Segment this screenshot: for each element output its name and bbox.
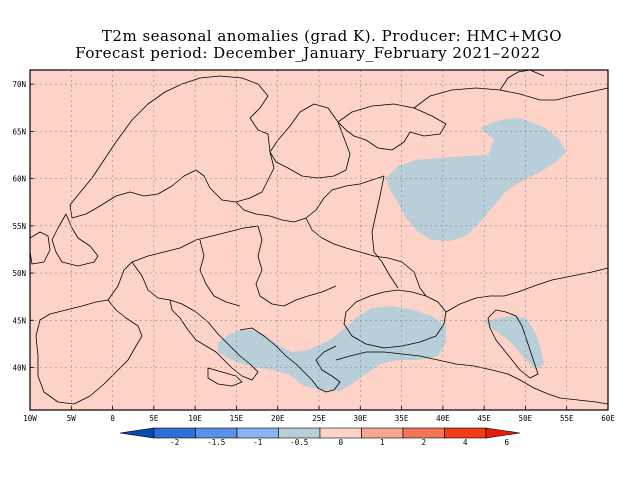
lon-tick-label: 45E: [477, 414, 491, 423]
anomaly-region-northwest-russia: [386, 118, 566, 241]
lon-tick-label: 30E: [354, 414, 368, 423]
legend-color-swatch: [119, 427, 155, 439]
anomaly-regions: [218, 118, 566, 391]
legend-label: 2: [421, 438, 426, 447]
lon-tick-label: 5E: [149, 414, 159, 423]
legend-label: 6: [504, 438, 509, 447]
coastlines-and-borders: [29, 69, 609, 405]
lat-tick-label: 45N: [12, 316, 26, 325]
legend-color-swatch: [319, 427, 362, 439]
lat-tick-label: 55N: [12, 222, 26, 231]
legend-color-swatch: [195, 427, 238, 439]
anomaly-region-caspian: [484, 316, 544, 370]
lat-tick-label: 65N: [12, 127, 26, 136]
legend-color-swatch: [236, 427, 279, 439]
legend-color-swatch: [361, 427, 404, 439]
legend-color-swatch: [402, 427, 445, 439]
legend-color-swatch: [278, 427, 321, 439]
lon-tick-label: 25E: [312, 414, 326, 423]
anomaly-region-balkans-black-sea: [218, 306, 446, 391]
lon-tick-label: 10W: [23, 414, 37, 423]
legend-label: 1: [380, 438, 385, 447]
lat-tick-label: 40N: [12, 364, 26, 373]
legend-label: -1: [253, 438, 262, 447]
color-legend: -2 -1.5 -1 -0.5 0 1 2 4 6: [119, 427, 521, 447]
legend-label: -1.5: [207, 438, 225, 447]
lon-tick-label: 20E: [271, 414, 285, 423]
lon-tick-label: 40E: [436, 414, 450, 423]
lon-tick-label: 0: [110, 414, 115, 423]
lon-tick-label: 60E: [601, 414, 615, 423]
map-title-line1: T2m seasonal anomalies (grad K). Produce…: [101, 27, 563, 45]
latitude-ticks: 70N 65N 60N 55N 50N 45N 40N: [12, 80, 34, 373]
map-title-line2: Forecast period: December_January_Februa…: [75, 44, 541, 62]
legend-label: -0.5: [290, 438, 308, 447]
lon-tick-label: 10E: [188, 414, 202, 423]
lat-tick-label: 50N: [12, 269, 26, 278]
legend-color-swatch: [153, 427, 196, 439]
lat-tick-label: 60N: [12, 175, 26, 184]
lon-tick-label: 50E: [519, 414, 533, 423]
legend-color-swatch: [444, 427, 487, 439]
legend-label: 0: [338, 438, 343, 447]
lat-tick-label: 70N: [12, 80, 26, 89]
lon-tick-label: 55E: [560, 414, 574, 423]
legend-color-swatch: [485, 427, 521, 439]
lon-tick-label: 5W: [67, 414, 77, 423]
legend-label: -2: [170, 438, 179, 447]
lon-tick-label: 35E: [395, 414, 409, 423]
longitude-ticks: 10W 5W 0 5E 10E 15E 20E 25E 30E 35E 40E 45E 50E 55E 60…: [23, 406, 615, 423]
lon-tick-label: 15E: [230, 414, 244, 423]
map-graticule: [30, 70, 608, 410]
legend-label: 4: [463, 438, 468, 447]
